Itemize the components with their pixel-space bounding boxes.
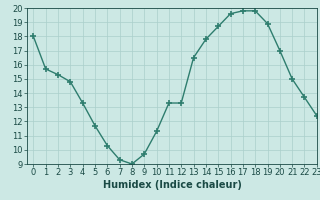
X-axis label: Humidex (Indice chaleur): Humidex (Indice chaleur)	[103, 180, 241, 190]
